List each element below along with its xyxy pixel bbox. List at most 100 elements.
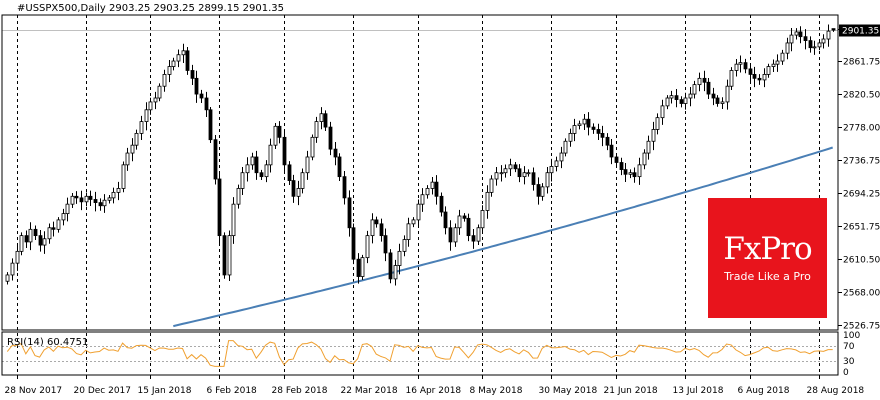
candle-body [559, 152, 564, 162]
candle-body [665, 97, 670, 107]
candle-body [725, 85, 730, 103]
x-tick-label: 21 Jun 2018 [604, 386, 658, 396]
candle-body [185, 50, 190, 71]
candle-body [411, 219, 416, 225]
candle-body [485, 191, 490, 211]
candle-body [93, 199, 98, 203]
candle-body [102, 199, 107, 207]
candle-body [812, 46, 817, 49]
candle-body [323, 113, 328, 128]
candle-body [457, 215, 462, 229]
candle-body [775, 60, 780, 65]
candle-body [88, 195, 93, 200]
candle-body [379, 223, 384, 237]
rsi-label: RSI(14) 60.4751 [7, 337, 88, 348]
candle-body [702, 77, 707, 83]
rsi-layer [2, 340, 838, 367]
rsi-level-label: 30 [843, 357, 855, 367]
candle-body [679, 99, 684, 104]
candle-body [374, 219, 379, 225]
candle-body [231, 203, 236, 237]
x-tick-label: 22 Mar 2018 [341, 386, 398, 396]
x-tick-label: 16 Apr 2018 [406, 386, 462, 396]
candle-body [480, 210, 485, 229]
brand-tagline: Trade Like a Pro [724, 270, 811, 283]
candle-body [577, 123, 582, 126]
candle-body [762, 74, 767, 81]
candle-body [582, 118, 587, 125]
candle-body [831, 28, 836, 31]
candle-body [734, 63, 739, 71]
candle-body [646, 140, 651, 154]
rsi-line [6, 340, 833, 367]
candle-body [766, 66, 771, 75]
candle-body [38, 235, 43, 246]
y-tick-label: 2694.25 [843, 190, 880, 200]
candle-body [121, 164, 126, 189]
y-tick-label: 2568.00 [843, 289, 880, 299]
current-price-tag [839, 24, 880, 37]
candle-body [406, 223, 411, 240]
candle-body [600, 132, 605, 138]
candle-body [24, 235, 29, 243]
candle-body [153, 97, 158, 103]
candle-body [439, 195, 444, 213]
candle-body [642, 152, 647, 166]
candle-body [333, 148, 338, 158]
candle-body [540, 186, 545, 197]
candle-body [503, 168, 508, 174]
candle-body [204, 97, 209, 111]
candle-body [711, 93, 716, 99]
candle-body [430, 181, 435, 189]
candle-body [264, 164, 269, 178]
y-tick-label: 2736.75 [843, 157, 880, 167]
candle-body [720, 101, 725, 104]
candle-body [319, 113, 324, 122]
candle-body [568, 132, 573, 142]
candle-body [757, 77, 762, 81]
candle-body [130, 144, 135, 154]
candle-body [310, 136, 315, 158]
candle-body [697, 77, 702, 86]
candle-body [596, 129, 601, 134]
candle-body [489, 178, 494, 193]
candle-body [522, 172, 527, 178]
candle-body [563, 140, 568, 154]
candle-body [383, 235, 388, 254]
candle-body [549, 166, 554, 174]
candle-body [420, 194, 425, 205]
candle-body [545, 172, 550, 188]
candle-body [259, 172, 264, 178]
candle-body [305, 156, 310, 174]
candle-body [56, 219, 61, 230]
candle-body [794, 31, 799, 36]
candle-body [536, 184, 541, 197]
candle-body [715, 97, 720, 104]
candle-body [171, 60, 176, 67]
candle-body [771, 63, 776, 67]
x-tick-label: 20 Dec 2017 [74, 386, 132, 396]
candle-body [821, 38, 826, 44]
grid-lines [2, 15, 838, 375]
candle-body [157, 85, 162, 99]
candle-body [351, 227, 356, 260]
candle-body [466, 217, 471, 237]
candle-body [531, 172, 536, 185]
candle-body [144, 109, 149, 122]
candle-body [798, 31, 803, 38]
candle-body [342, 176, 347, 199]
rsi-level-label: 0 [843, 368, 849, 378]
candle-body [637, 164, 642, 178]
candle-body [61, 213, 66, 221]
candle-body [370, 219, 375, 237]
candle-body [19, 235, 24, 252]
candle-body [780, 52, 785, 62]
candle-body [462, 215, 467, 219]
candle-body [107, 197, 112, 201]
candle-body [526, 172, 531, 175]
x-tick-label: 8 May 2018 [470, 386, 523, 396]
x-tick-label: 28 Aug 2018 [807, 386, 865, 396]
candle-body [655, 117, 660, 130]
y-tick-label: 2778.00 [843, 124, 880, 134]
candle-body [743, 62, 748, 70]
